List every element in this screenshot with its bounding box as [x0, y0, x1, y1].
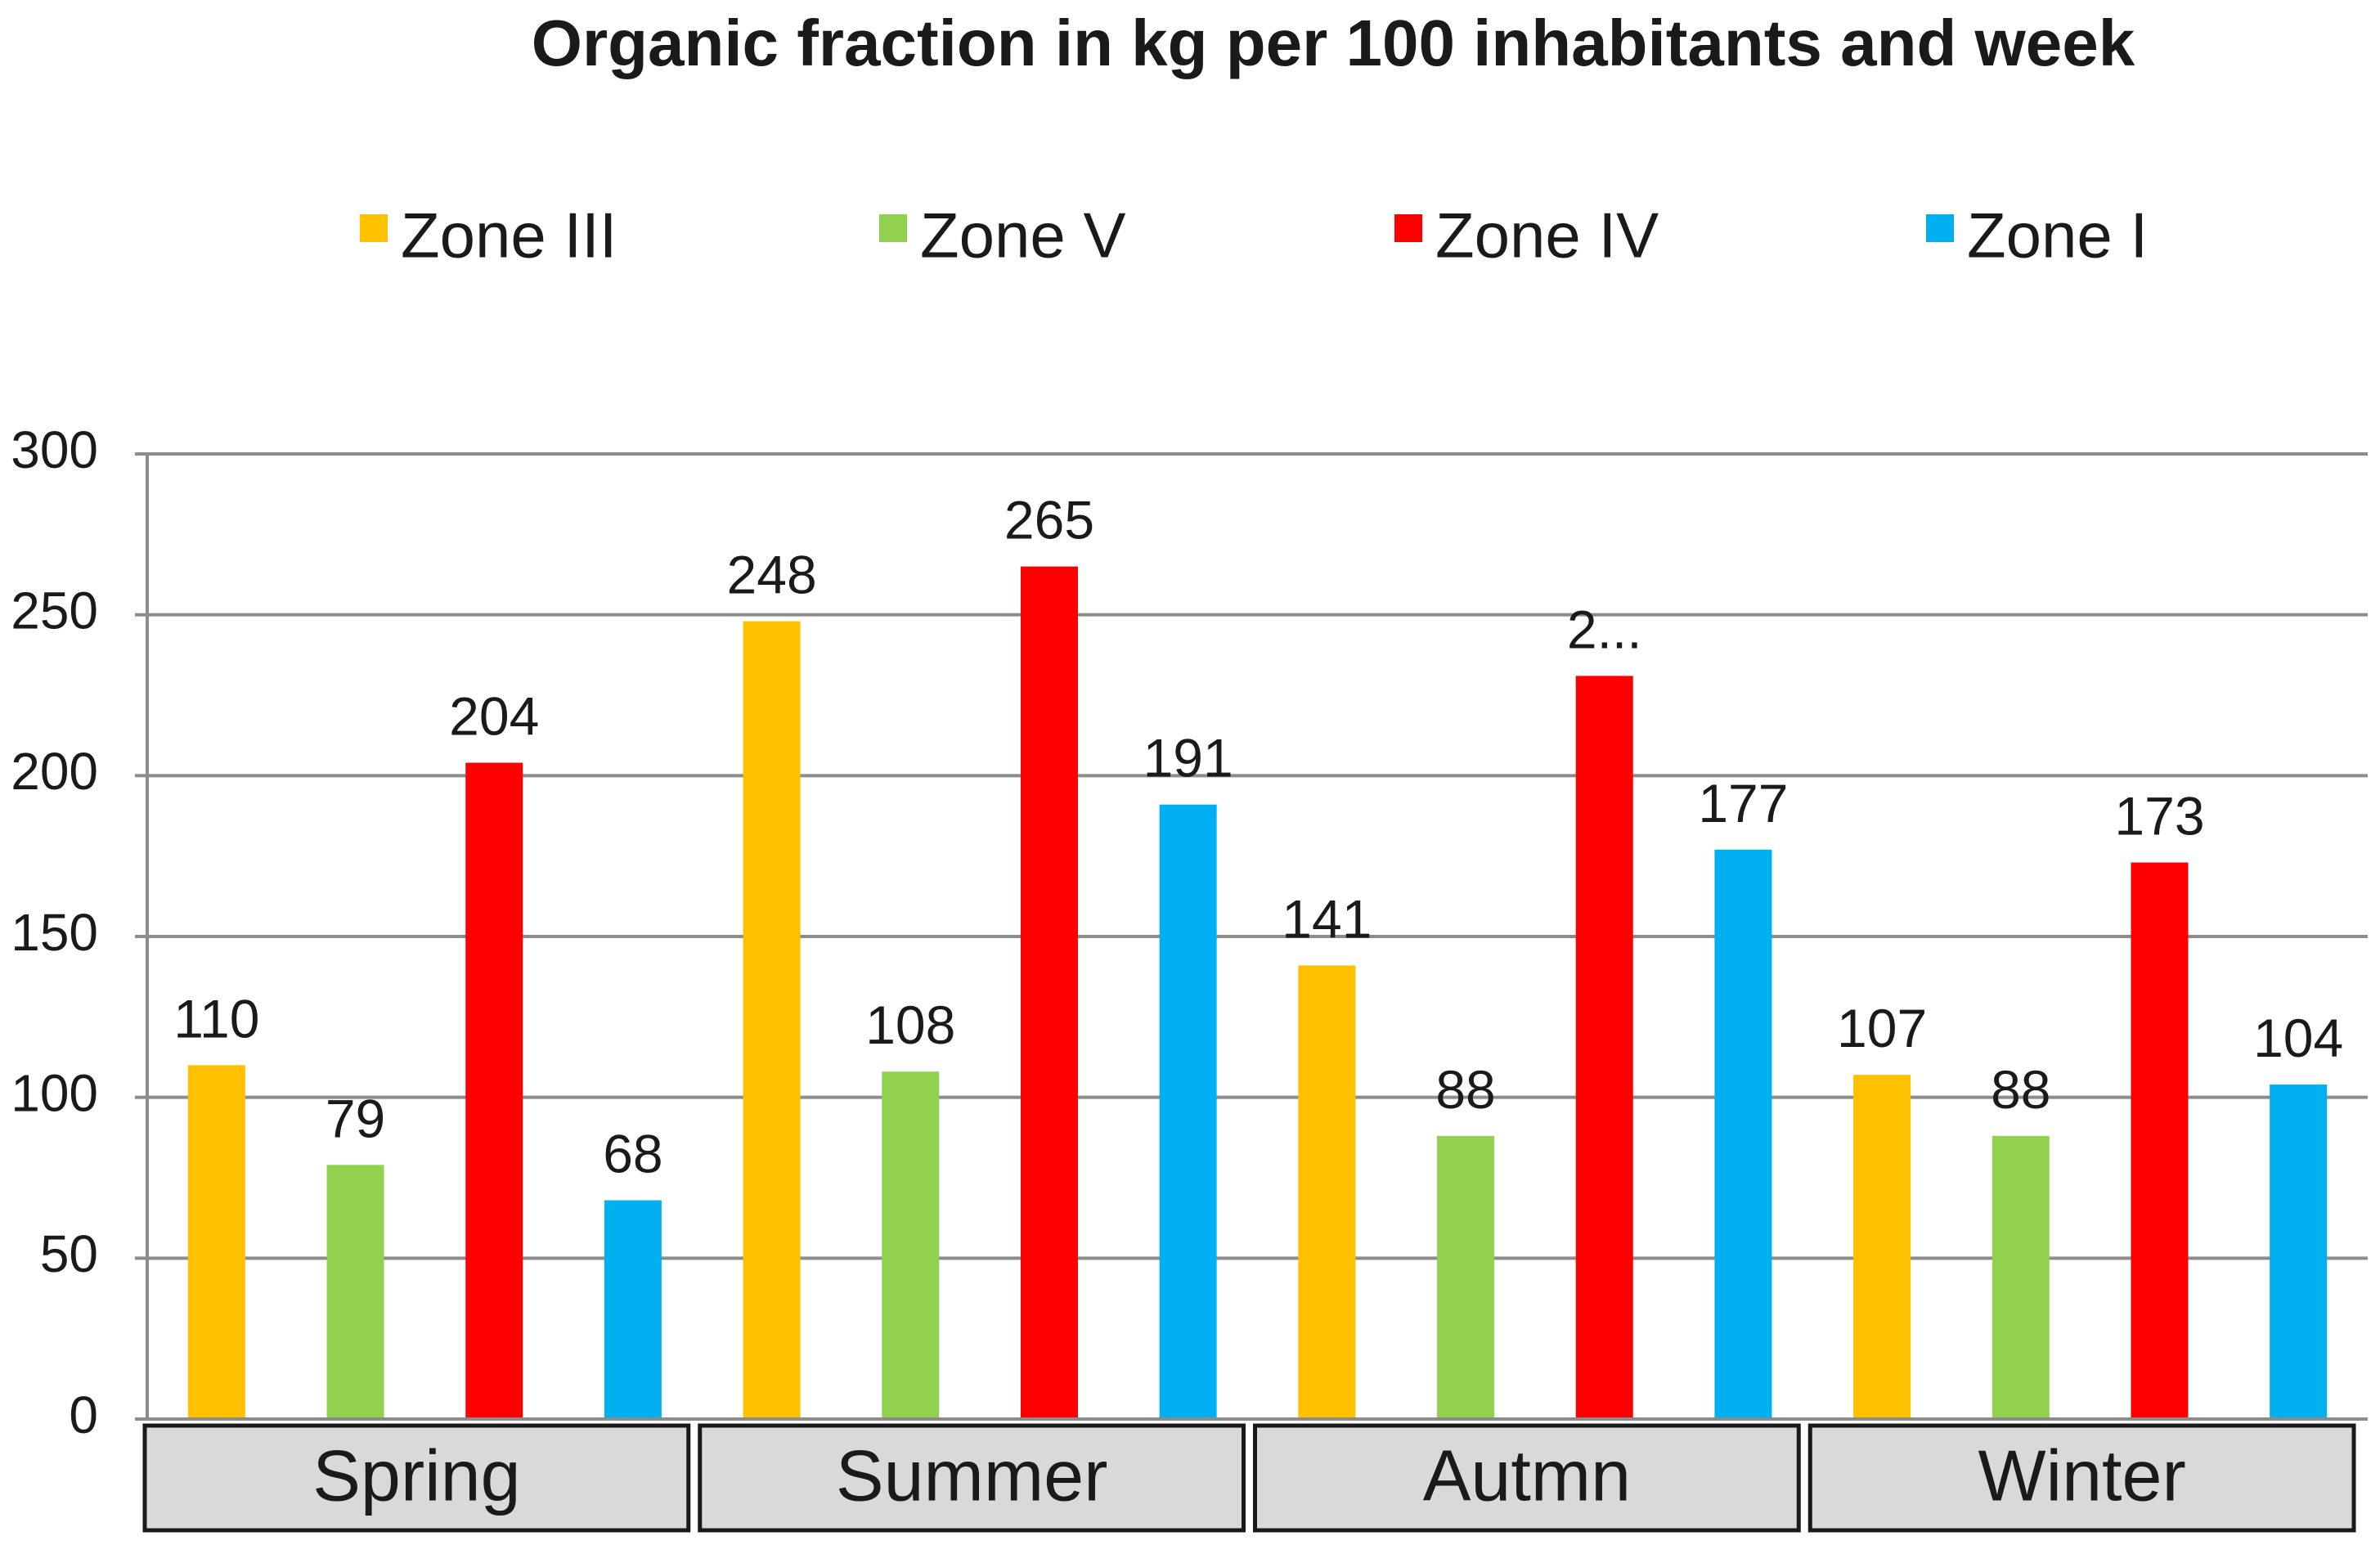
bar-zone-i-autmn: [1714, 849, 1772, 1419]
data-label-zone-iv-autmn: 2...: [1567, 599, 1642, 659]
bar-zone-v-spring: [326, 1165, 384, 1419]
y-tick-label-300: 300: [11, 420, 98, 479]
legend-swatch-zone-iv: [1394, 214, 1422, 242]
category-box-bg-winter: [1807, 1423, 2356, 1533]
x-tick-label-spring: Spring: [312, 1435, 520, 1516]
category-box-spring: Spring: [142, 1423, 691, 1533]
legend-label-zone-iv: Zone IV: [1435, 200, 1659, 272]
bar-zone-iv-summer: [1020, 566, 1078, 1419]
bar-zone-v-autmn: [1437, 1135, 1495, 1419]
legend-swatch-zone-i: [1926, 214, 1954, 242]
data-label-zone-v-autmn: 88: [1435, 1059, 1495, 1120]
legend-item-zone-i: Zone I: [1926, 200, 2148, 272]
category-box-bg-spring: [142, 1423, 691, 1533]
category-box-winter: Winter: [1807, 1423, 2356, 1533]
legend-swatch-zone-v: [879, 214, 907, 242]
legend-item-zone-v: Zone V: [879, 200, 1125, 272]
data-label-zone-iii-spring: 110: [173, 988, 259, 1049]
bar-zone-iv-autmn: [1575, 676, 1633, 1419]
data-label-zone-v-winter: 88: [1991, 1059, 2050, 1120]
bar-zone-v-winter: [1992, 1135, 2050, 1419]
bar-zone-iv-spring: [465, 762, 523, 1419]
bar-zone-i-spring: [604, 1200, 662, 1419]
legend-swatch-zone-iii: [360, 214, 388, 242]
legend-item-zone-iv: Zone IV: [1394, 200, 1659, 272]
legend-label-zone-i: Zone I: [1967, 200, 2148, 272]
legend: Zone III Zone V Zone IV Zone I: [360, 200, 2148, 272]
data-label-zone-iv-summer: 265: [1004, 490, 1094, 550]
data-label-zone-iv-winter: 173: [2114, 786, 2204, 847]
x-tick-label-winter: Winter: [1978, 1435, 2186, 1516]
y-tick-label-200: 200: [11, 742, 98, 801]
bar-zone-i-summer: [1159, 804, 1217, 1419]
y-tick-label-250: 250: [11, 582, 98, 640]
data-label-zone-iii-winter: 107: [1837, 998, 1927, 1058]
legend-label-zone-iii: Zone III: [401, 200, 617, 272]
data-label-zone-v-spring: 79: [326, 1088, 385, 1148]
bar-zone-iii-winter: [1853, 1075, 1911, 1419]
x-axis: Spring Summer Autmn Winter: [142, 1417, 2368, 1533]
data-label-zone-i-autmn: 177: [1698, 773, 1788, 833]
legend-label-zone-v: Zone V: [920, 200, 1125, 272]
bar-zone-iii-spring: [187, 1065, 245, 1419]
data-label-zone-iv-spring: 204: [449, 686, 539, 747]
data-labels: 110 79 204 68 248 108 265 191 141 88 2... 177 107 88 1…: [173, 490, 2343, 1184]
y-tick-label-50: 50: [40, 1224, 98, 1283]
bar-zone-v-summer: [882, 1071, 940, 1419]
data-label-zone-iii-summer: 248: [727, 545, 817, 605]
bar-zone-i-winter: [2270, 1084, 2328, 1419]
y-tick-label-0: 0: [69, 1386, 98, 1444]
bar-zone-iii-summer: [743, 621, 801, 1419]
bar-series: [187, 566, 2328, 1419]
category-box-bg-autmn: [1253, 1423, 1801, 1533]
data-label-zone-i-summer: 191: [1143, 728, 1233, 788]
x-tick-label-summer: Summer: [836, 1435, 1108, 1516]
x-tick-label-autmn: Autmn: [1423, 1435, 1631, 1516]
legend-item-zone-iii: Zone III: [360, 200, 617, 272]
data-label-zone-v-summer: 108: [865, 995, 955, 1055]
y-tick-label-100: 100: [11, 1064, 98, 1123]
data-label-zone-i-winter: 104: [2253, 1008, 2343, 1068]
bar-zone-iii-autmn: [1298, 965, 1356, 1419]
data-label-zone-iii-autmn: 141: [1282, 888, 1372, 949]
y-axis: 0 50 100 150 200 250 300: [11, 420, 149, 1444]
category-box-autmn: Autmn: [1253, 1423, 1801, 1533]
y-tick-label-150: 150: [11, 903, 98, 962]
bar-zone-iv-winter: [2131, 862, 2189, 1419]
chart-title: Organic fraction in kg per 100 inhabitan…: [532, 7, 2135, 79]
category-box-summer: Summer: [698, 1423, 1246, 1533]
data-label-zone-i-spring: 68: [603, 1124, 662, 1184]
category-box-bg-summer: [698, 1423, 1246, 1533]
